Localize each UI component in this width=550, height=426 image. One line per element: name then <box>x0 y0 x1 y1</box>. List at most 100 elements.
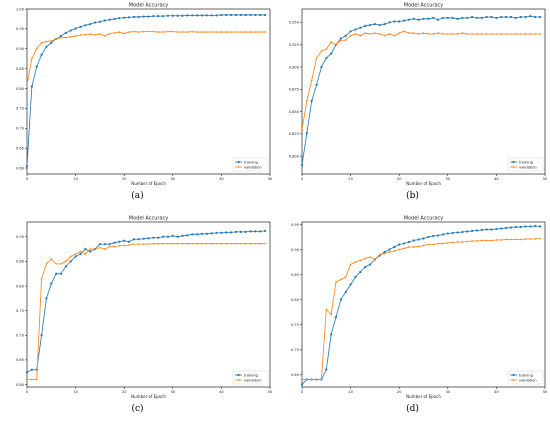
point-validation <box>264 242 267 245</box>
point-validation <box>441 242 445 245</box>
point-training <box>147 237 150 240</box>
point-validation <box>471 239 474 243</box>
point-training <box>519 15 522 19</box>
series-line-validation <box>26 31 266 85</box>
point-validation <box>186 30 189 34</box>
legend-label-training: training <box>244 373 258 377</box>
legend-label-validation: validation <box>244 165 262 169</box>
y-tick-label: 0.80 <box>16 87 25 91</box>
caption-c: (c) <box>131 404 144 414</box>
point-validation <box>417 32 420 36</box>
point-training <box>480 16 483 20</box>
point-training <box>205 232 208 235</box>
point-training <box>475 16 479 20</box>
point-training <box>210 14 213 17</box>
point-training <box>466 230 469 233</box>
point-validation <box>436 31 440 35</box>
point-training <box>35 65 38 68</box>
point-training <box>320 65 323 69</box>
point-training <box>422 237 425 240</box>
point-training <box>171 14 174 17</box>
point-validation <box>432 32 435 36</box>
point-training <box>161 235 165 238</box>
point-validation <box>142 243 145 246</box>
point-training <box>244 13 247 17</box>
point-validation <box>471 32 474 36</box>
point-validation <box>186 242 189 245</box>
point-validation <box>339 39 342 42</box>
point-training <box>254 13 257 17</box>
point-training <box>118 240 121 243</box>
point-validation <box>495 238 498 242</box>
y-tick-label: 0.85 <box>16 260 24 264</box>
legend-label-training: training <box>244 160 258 164</box>
point-training <box>220 13 223 17</box>
point-validation <box>495 32 498 36</box>
point-validation <box>402 247 406 250</box>
point-validation <box>422 31 425 35</box>
point-validation <box>364 257 367 260</box>
point-training <box>142 15 145 18</box>
series-line-validation <box>302 238 541 380</box>
point-validation <box>118 244 121 247</box>
point-validation <box>103 247 106 251</box>
point-validation <box>344 275 347 279</box>
point-training <box>349 30 352 33</box>
point-validation <box>368 255 372 259</box>
point-training <box>330 333 333 336</box>
x-tick-label: 20 <box>397 177 402 181</box>
point-validation <box>152 30 155 33</box>
point-training <box>40 334 43 337</box>
point-validation <box>305 99 308 102</box>
point-validation <box>137 243 140 246</box>
point-validation <box>383 252 386 255</box>
point-training <box>113 17 116 21</box>
x-tick-label: 20 <box>397 390 402 394</box>
y-tick-label: 0.85 <box>16 67 24 71</box>
point-validation <box>35 47 38 50</box>
point-training <box>490 228 493 231</box>
point-validation <box>514 238 517 241</box>
point-validation <box>509 238 513 241</box>
x-tick-label: 0 <box>26 177 29 181</box>
point-training <box>98 243 101 246</box>
point-validation <box>191 30 194 33</box>
point-training <box>436 18 440 21</box>
point-validation <box>234 30 238 34</box>
point-training <box>59 272 63 275</box>
point-validation <box>325 308 328 311</box>
point-training <box>524 15 527 19</box>
point-validation <box>239 242 242 245</box>
point-training <box>181 234 184 237</box>
point-training <box>427 235 430 239</box>
point-training <box>64 265 67 268</box>
point-validation <box>30 57 33 60</box>
point-training <box>259 230 262 233</box>
y-tick-label: 0.925 <box>289 43 299 47</box>
point-validation <box>161 242 165 245</box>
y-tick-label: 0.825 <box>289 132 299 136</box>
legend-marker <box>237 378 240 382</box>
point-training <box>300 383 304 386</box>
point-validation <box>519 32 522 36</box>
point-validation <box>388 32 391 36</box>
point-training <box>398 20 401 23</box>
point-validation <box>349 34 352 37</box>
point-training <box>171 234 174 237</box>
point-training <box>239 13 242 17</box>
point-validation <box>417 245 420 248</box>
point-validation <box>176 242 179 245</box>
point-validation <box>436 242 440 245</box>
point-validation <box>475 239 479 243</box>
point-validation <box>330 40 333 44</box>
point-validation <box>466 32 469 36</box>
point-validation <box>234 242 238 245</box>
point-training <box>55 272 58 275</box>
point-validation <box>127 30 131 34</box>
point-validation <box>456 32 459 36</box>
point-validation <box>166 242 170 245</box>
legend-marker <box>237 165 240 169</box>
point-training <box>349 283 352 286</box>
point-training <box>471 229 474 233</box>
y-tick-label: 0.800 <box>289 154 300 158</box>
